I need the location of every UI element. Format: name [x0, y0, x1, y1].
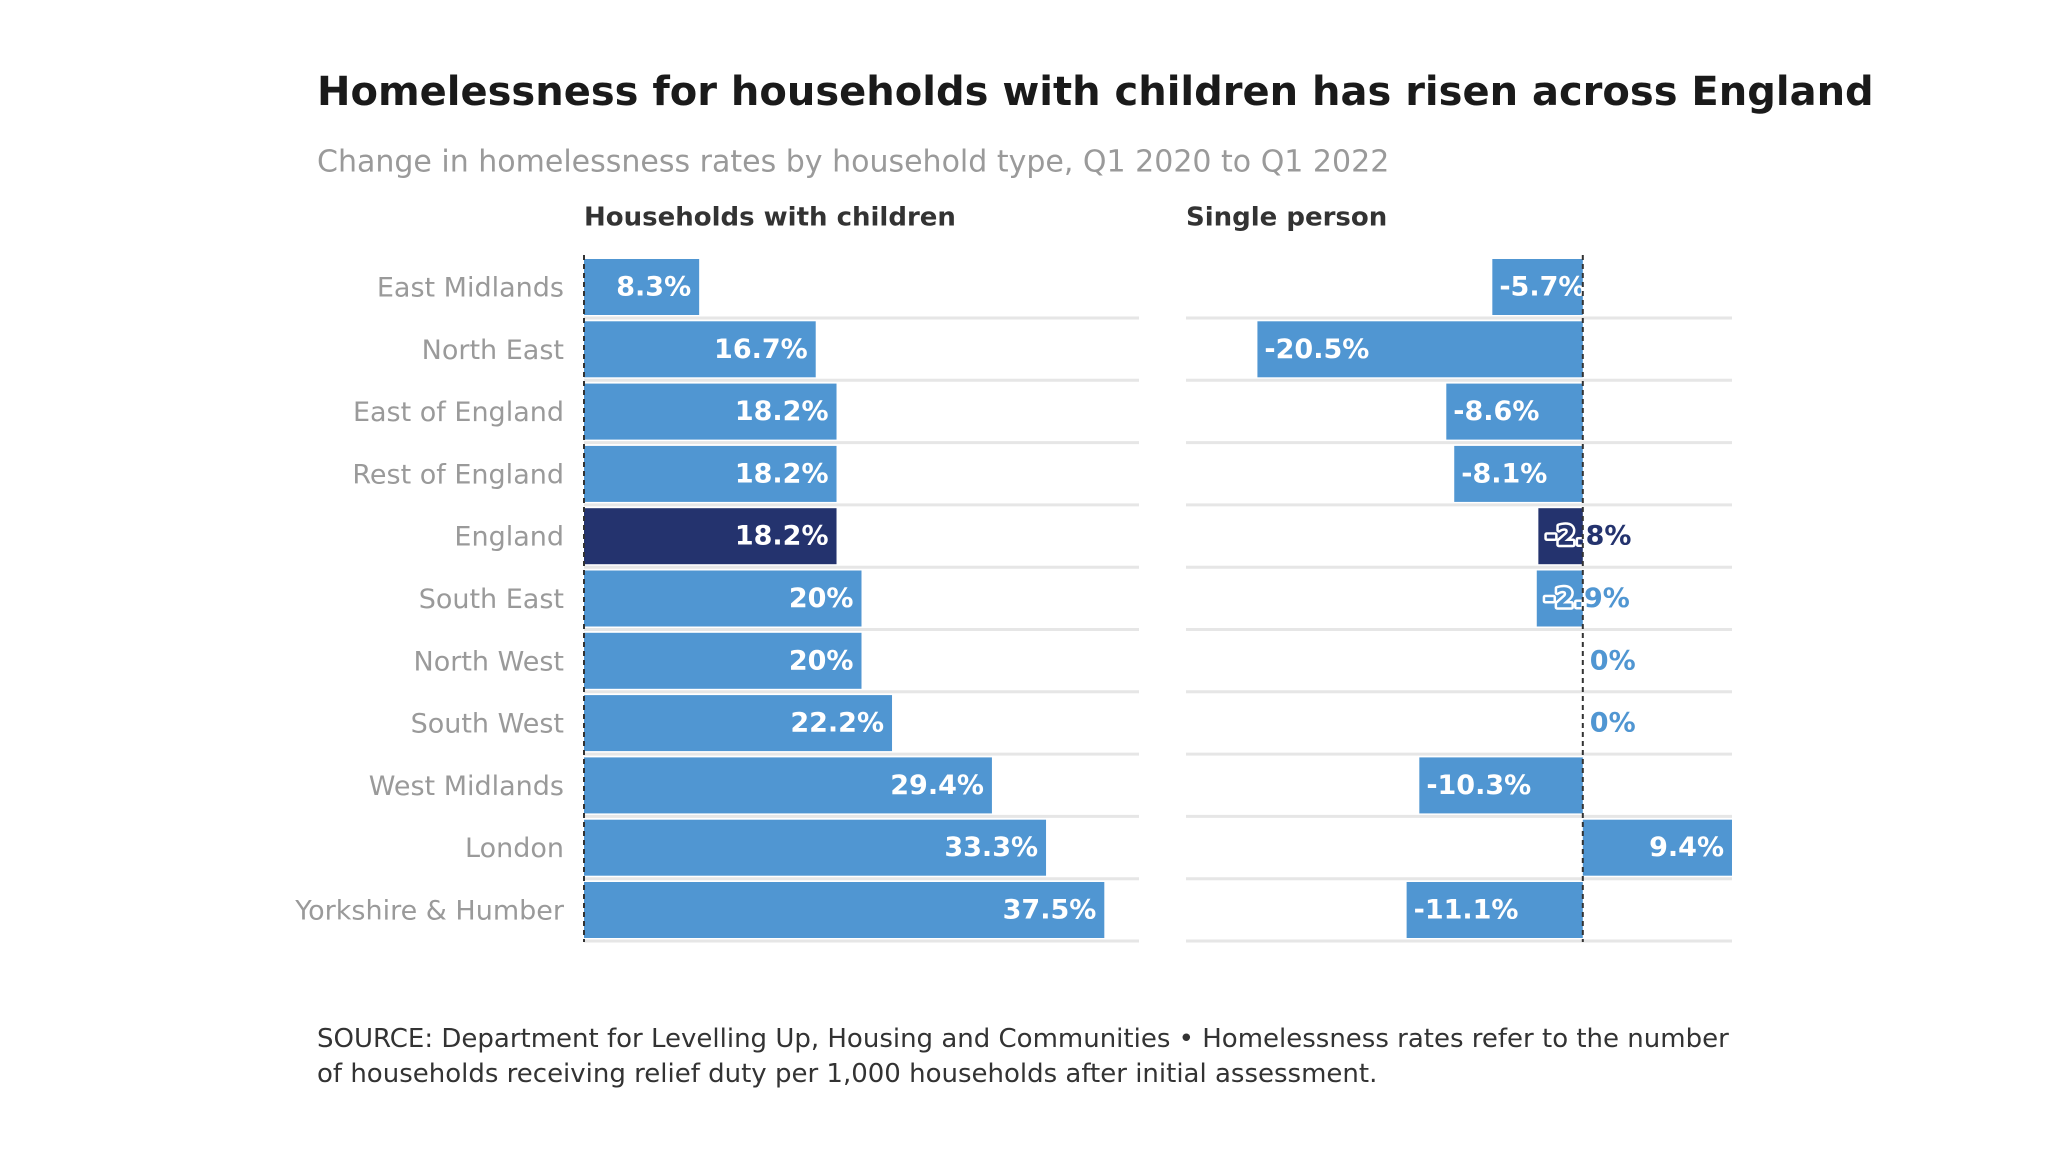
bar [584, 570, 862, 627]
category-label: Rest of England [352, 459, 564, 490]
category-label: Yorkshire & Humber [294, 896, 565, 927]
bar [584, 819, 1047, 876]
bar [1536, 570, 1583, 627]
category-label: North East [422, 335, 564, 366]
category-label: North West [414, 646, 564, 677]
value-label: 33.3% [944, 832, 1038, 863]
value-label: 8.3% [616, 272, 691, 303]
value-label: -20.5% [1264, 334, 1369, 365]
value-label: -2.9% [1544, 583, 1630, 614]
value-label: 29.4% [890, 770, 984, 801]
value-label: 16.7% [714, 334, 808, 365]
panel-title: Single person [1186, 203, 1387, 233]
value-label: 18.2% [735, 458, 829, 489]
bar [1406, 882, 1583, 938]
value-label: 0% [1590, 645, 1636, 676]
chart-title: Homelessness for households with childre… [317, 69, 1874, 115]
category-label: East of England [353, 397, 564, 428]
value-label: 18.2% [735, 396, 829, 427]
category-label: South East [419, 584, 564, 615]
bar [584, 445, 837, 502]
bar [584, 757, 992, 814]
panel-title: Households with children [584, 203, 956, 233]
bar [584, 508, 837, 565]
bar [584, 632, 862, 689]
bar [1454, 445, 1583, 502]
chart: Homelessness for households with childre… [294, 69, 1874, 943]
bar [1257, 321, 1583, 378]
bar [1446, 383, 1583, 440]
value-label: -8.6% [1453, 396, 1539, 427]
value-label: 18.2% [735, 521, 829, 552]
category-label: West Midlands [369, 771, 564, 802]
value-label: 0% [1590, 708, 1636, 739]
bar [584, 383, 837, 440]
value-label: 37.5% [1003, 895, 1097, 926]
source-note: SOURCE: Department for Levelling Up, Hou… [317, 1024, 1729, 1089]
value-label: 20% [789, 645, 854, 676]
value-label: -8.1% [1461, 458, 1547, 489]
bar [1419, 757, 1583, 814]
bar [1582, 819, 1732, 876]
category-label: East Midlands [377, 273, 564, 304]
chart-subtitle: Change in homelessness rates by househol… [317, 145, 1389, 180]
bar [1538, 508, 1583, 565]
value-label: -11.1% [1414, 895, 1519, 926]
category-label: England [454, 522, 564, 553]
bar [584, 882, 1105, 938]
bar [584, 259, 700, 315]
category-label: South West [411, 709, 564, 740]
category-label: London [465, 833, 564, 864]
value-label: 20% [789, 583, 854, 614]
value-label: -10.3% [1426, 770, 1531, 801]
bar [1492, 259, 1583, 315]
value-label: -5.7% [1499, 272, 1585, 303]
value-label: 22.2% [790, 708, 884, 739]
bar [584, 321, 816, 378]
bar [584, 695, 893, 752]
value-label: -2.8% [1545, 521, 1631, 552]
value-label: 9.4% [1649, 832, 1724, 863]
